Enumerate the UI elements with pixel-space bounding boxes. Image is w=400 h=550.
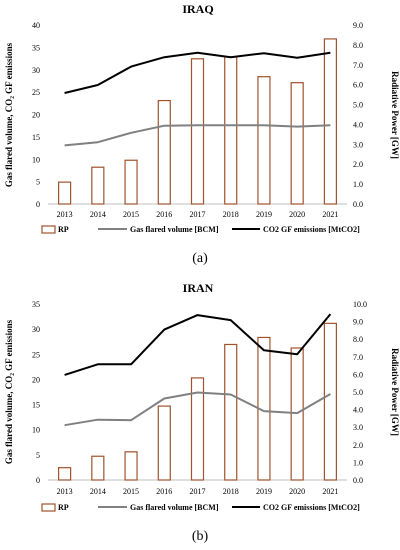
rp-bar <box>58 181 72 205</box>
x-axis-tick-label: 2020 <box>289 487 305 496</box>
left-axis-tick-label: 15 <box>32 401 40 410</box>
left-axis-tick-label: 30 <box>32 325 40 334</box>
right-axis-tick-label: 1.0 <box>353 458 363 467</box>
left-axis-title: Gas flared volume, CO₂ GF emissions <box>4 319 14 464</box>
legend-rp-label: RP <box>58 225 69 234</box>
x-axis-tick-label: 2017 <box>190 210 206 219</box>
right-axis-tick-label: 7.0 <box>353 353 363 362</box>
right-axis-tick-label: 6.0 <box>353 370 363 379</box>
right-axis-tick-label: 3.0 <box>353 140 363 149</box>
x-axis-tick-label: 2015 <box>123 487 139 496</box>
x-axis-tick-label: 2016 <box>156 210 172 219</box>
left-axis-tick-label: 10 <box>32 155 40 164</box>
left-axis-tick-label: 0 <box>36 476 40 485</box>
rp-bar <box>91 166 105 205</box>
legend-rp-swatch <box>41 225 56 234</box>
panel-label: (b) <box>192 529 209 544</box>
right-axis-tick-label: 2.0 <box>353 160 363 169</box>
rp-bar <box>323 38 337 205</box>
left-axis-tick-label: 0 <box>36 200 40 209</box>
legend-rp-swatch <box>41 503 56 512</box>
x-axis-tick-label: 2014 <box>90 210 106 219</box>
co2-emissions-line <box>64 51 331 94</box>
x-axis-tick-label: 2014 <box>90 487 106 496</box>
right-axis-tick-label: 5.0 <box>353 388 363 397</box>
left-axis-tick-label: 5 <box>36 451 40 460</box>
left-axis-tick-label: 30 <box>32 66 40 75</box>
left-axis-tick-label: 20 <box>32 111 40 120</box>
right-axis-tick-label: 8.0 <box>353 335 363 344</box>
legend-rp-label: RP <box>58 503 69 512</box>
right-axis-tick-label: 5.0 <box>353 101 363 110</box>
left-axis-tick-label: 15 <box>32 133 40 142</box>
rp-bar <box>257 76 271 205</box>
rp-bar <box>323 322 337 481</box>
right-axis-tick-label: 7.0 <box>353 61 363 70</box>
x-axis-tick-label: 2021 <box>322 210 338 219</box>
left-axis-tick-label: 35 <box>32 300 40 309</box>
right-axis-title: Radiative Power [GW] <box>390 348 400 436</box>
rp-bar <box>190 58 205 205</box>
right-axis-title: Radiative Power [GW] <box>390 71 400 159</box>
x-axis-tick-label: 2018 <box>223 210 239 219</box>
legend-gas-label: Gas flared volume [BCM] <box>130 503 219 512</box>
left-axis-tick-label: 40 <box>32 21 40 30</box>
legend-co2-label: CO2 GF emissions [MtCO2] <box>263 503 360 512</box>
right-axis-tick-label: 4.0 <box>353 406 363 415</box>
left-axis-tick-label: 25 <box>32 88 40 97</box>
x-axis-tick-label: 2015 <box>123 210 139 219</box>
right-axis-tick-label: 10.0 <box>353 300 367 309</box>
right-axis-tick-label: 6.0 <box>353 81 363 90</box>
rp-bar <box>124 159 138 205</box>
x-axis-tick-label: 2013 <box>57 487 73 496</box>
right-axis-tick-label: 0.0 <box>353 200 363 209</box>
x-axis-tick-label: 2019 <box>256 210 272 219</box>
legend-co2-label: CO2 GF emissions [MtCO2] <box>263 225 360 234</box>
left-axis-tick-label: 20 <box>32 375 40 384</box>
right-axis-tick-label: 2.0 <box>353 441 363 450</box>
right-axis-tick-label: 9.0 <box>353 318 363 327</box>
left-axis-tick-label: 5 <box>36 178 40 187</box>
x-axis-tick-label: 2021 <box>322 487 338 496</box>
left-axis-tick-label: 10 <box>32 426 40 435</box>
x-axis-tick-label: 2017 <box>190 487 206 496</box>
rp-bar <box>224 56 238 205</box>
x-axis-tick-label: 2019 <box>256 487 272 496</box>
x-axis-tick-label: 2016 <box>156 487 172 496</box>
rp-bar <box>157 405 171 481</box>
chart-title: IRAQ <box>182 2 213 16</box>
rp-bar <box>190 377 205 481</box>
gas-flared-line <box>64 124 331 147</box>
rp-bar <box>224 343 238 481</box>
rp-bar <box>58 467 72 481</box>
legend-gas-label: Gas flared volume [BCM] <box>130 225 219 234</box>
panel-label: (a) <box>192 251 208 266</box>
right-axis-tick-label: 8.0 <box>353 41 363 50</box>
rp-bar <box>290 82 304 205</box>
right-axis-tick-label: 9.0 <box>353 21 363 30</box>
right-axis-tick-label: 0.0 <box>353 476 363 485</box>
left-axis-tick-label: 25 <box>32 350 40 359</box>
x-axis-tick-label: 2020 <box>289 210 305 219</box>
right-axis-tick-label: 4.0 <box>353 120 363 129</box>
rp-bar <box>91 455 105 481</box>
rp-bar <box>157 99 171 205</box>
right-axis-tick-label: 1.0 <box>353 180 363 189</box>
co2-emissions-line <box>64 313 332 376</box>
left-axis-title: Gas flared volume, CO₂ GF emissions <box>4 42 14 187</box>
gas-flared-line <box>64 391 331 427</box>
x-axis-tick-label: 2018 <box>223 487 239 496</box>
chart-title: IRAN <box>183 281 214 295</box>
left-axis-tick-label: 35 <box>32 43 40 52</box>
right-axis-tick-label: 3.0 <box>353 423 363 432</box>
rp-bar <box>124 451 138 481</box>
x-axis-tick-label: 2013 <box>57 210 73 219</box>
